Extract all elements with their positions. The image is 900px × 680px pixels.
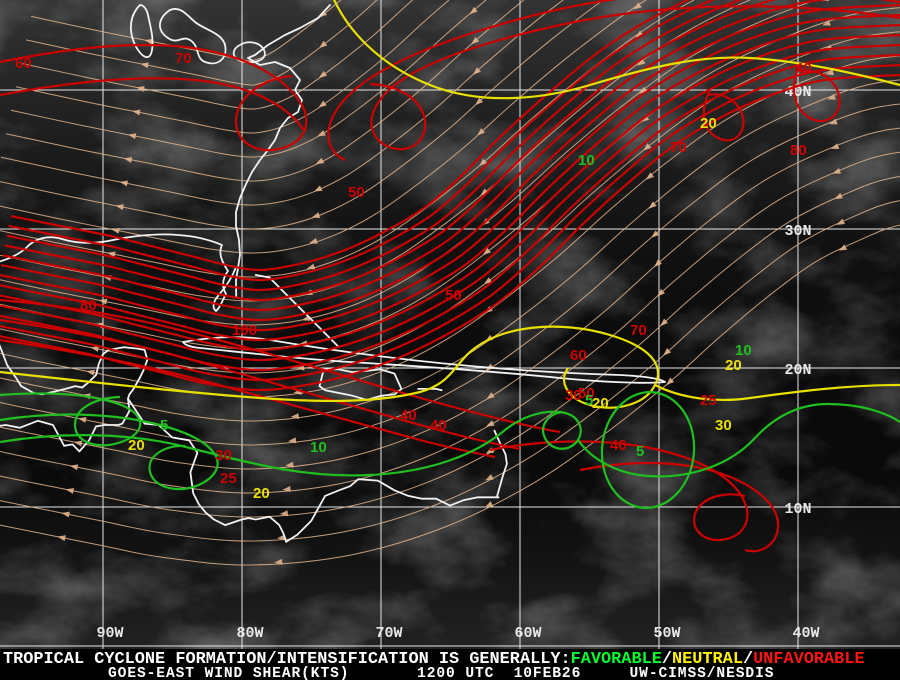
- svg-text:20: 20: [700, 115, 717, 132]
- svg-text:70: 70: [670, 139, 687, 156]
- svg-text:5: 5: [585, 392, 593, 409]
- svg-text:5: 5: [160, 417, 168, 434]
- svg-text:20: 20: [592, 395, 609, 412]
- svg-text:40W: 40W: [792, 625, 819, 642]
- svg-text:50: 50: [445, 287, 462, 304]
- svg-text:20: 20: [128, 437, 145, 454]
- svg-text:50W: 50W: [653, 625, 680, 642]
- svg-text:25: 25: [700, 392, 717, 409]
- svg-text:10N: 10N: [784, 501, 811, 518]
- svg-text:20N: 20N: [784, 362, 811, 379]
- svg-text:40: 40: [400, 407, 417, 424]
- svg-text:70W: 70W: [375, 625, 402, 642]
- svg-text:60W: 60W: [514, 625, 541, 642]
- svg-text:60: 60: [570, 347, 587, 364]
- svg-text:10: 10: [310, 439, 327, 456]
- svg-text:30: 30: [215, 447, 232, 464]
- svg-text:30: 30: [565, 387, 582, 404]
- svg-text:80: 80: [80, 297, 97, 314]
- svg-text:40: 40: [430, 417, 447, 434]
- svg-text:40: 40: [795, 60, 812, 77]
- svg-text:50: 50: [348, 184, 365, 201]
- svg-text:80W: 80W: [236, 625, 263, 642]
- svg-text:80: 80: [790, 142, 807, 159]
- svg-text:10: 10: [735, 342, 752, 359]
- svg-text:70: 70: [630, 322, 647, 339]
- svg-text:20: 20: [725, 357, 742, 374]
- svg-text:100: 100: [232, 322, 257, 339]
- svg-text:60: 60: [15, 55, 32, 72]
- svg-text:5: 5: [636, 443, 644, 460]
- svg-text:25: 25: [220, 470, 237, 487]
- svg-text:30N: 30N: [784, 223, 811, 240]
- svg-text:20: 20: [253, 485, 270, 502]
- svg-text:70: 70: [175, 50, 192, 67]
- svg-text:40: 40: [610, 437, 627, 454]
- svg-text:90W: 90W: [96, 625, 123, 642]
- svg-text:10: 10: [578, 152, 595, 169]
- svg-text:30: 30: [715, 417, 732, 434]
